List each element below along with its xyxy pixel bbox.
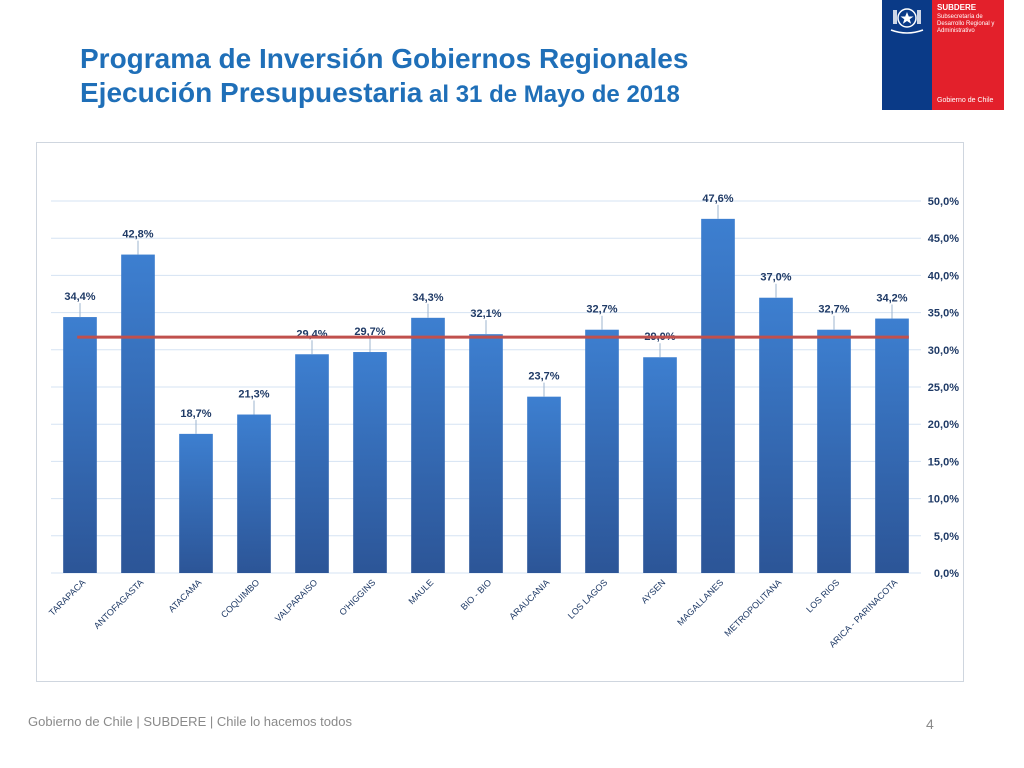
y-tick-label: 50,0%: [928, 196, 959, 208]
y-tick-label: 10,0%: [928, 494, 959, 506]
chart-frame: 0,0% 5,0% 10,0% 15,0% 20,0% 25,0% 30,0% 35,0% 40…: [36, 142, 964, 682]
bar-chart: 0,0% 5,0% 10,0% 15,0% 20,0% 25,0% 30,0% 35,0% 40…: [47, 193, 959, 650]
title-line-2-main: Ejecución Presupuestaria: [80, 77, 423, 108]
bar: [585, 329, 619, 573]
coat-of-arms-icon: [890, 8, 924, 34]
x-tick-label: O'HIGGINS: [337, 577, 377, 617]
y-tick-label: 15,0%: [928, 456, 959, 468]
x-tick-label: ATACAMA: [167, 577, 204, 614]
x-tick-label: COQUIMBO: [219, 577, 261, 619]
x-axis-labels: TARAPACA ANTOFAGASTA ATACAMA COQUIMBO VALPAR…: [47, 577, 899, 649]
title-line-2: Ejecución Presupuestaria al 31 de Mayo d…: [80, 76, 870, 115]
value-labels: 34,4%42,8%18,7%21,3%29,4% 29,7%34,3%32,1%…: [64, 193, 907, 420]
value-label: 42,8%: [122, 229, 153, 241]
value-label: 29,7%: [354, 326, 385, 338]
bar: [875, 318, 909, 573]
subdere-logo: SUBDERE Subsecretaría de Desarrollo Regi…: [882, 0, 1004, 110]
y-tick-label: 30,0%: [928, 345, 959, 357]
y-tick-label: 5,0%: [934, 531, 959, 543]
y-axis-labels: 0,0% 5,0% 10,0% 15,0% 20,0% 25,0% 30,0% 35,0% 40…: [928, 196, 959, 580]
bar: [63, 317, 97, 573]
logo-org-name: SUBDERE: [937, 3, 977, 12]
x-tick-label: TARAPACA: [47, 577, 87, 617]
bar: [411, 317, 445, 573]
y-tick-label: 40,0%: [928, 270, 959, 282]
bar: [295, 354, 329, 573]
x-tick-label: BIO - BIO: [459, 577, 494, 612]
x-tick-label: ARICA - PARINACOTA: [827, 577, 899, 649]
x-tick-label: METROPOLITANA: [722, 577, 783, 638]
bars: [63, 218, 909, 573]
value-label: 32,1%: [470, 308, 501, 320]
bar: [237, 414, 271, 573]
logo-government: Gobierno de Chile: [937, 97, 994, 104]
bar: [121, 254, 155, 573]
x-tick-label: MAGALLANES: [675, 577, 725, 627]
page-number: 4: [926, 716, 934, 732]
x-tick-label: LOS RIOS: [804, 577, 841, 614]
logo-red-panel: SUBDERE Subsecretaría de Desarrollo Regi…: [932, 0, 1004, 110]
bar: [353, 352, 387, 573]
value-label: 34,4%: [64, 291, 95, 303]
x-tick-label: MAULE: [406, 577, 435, 606]
value-label: 34,2%: [876, 293, 907, 305]
x-tick-label: ARAUCANIA: [507, 577, 551, 621]
y-tick-label: 0,0%: [934, 568, 959, 580]
slide-title: Programa de Inversión Gobiernos Regional…: [80, 42, 870, 115]
bar: [643, 357, 677, 573]
bar: [527, 396, 561, 573]
x-tick-label: VALPARAISO: [273, 577, 319, 623]
x-tick-label: LOS LAGOS: [566, 577, 610, 621]
value-label: 34,3%: [412, 292, 443, 304]
y-tick-label: 20,0%: [928, 419, 959, 431]
bar: [759, 297, 793, 573]
y-tick-label: 25,0%: [928, 382, 959, 394]
value-label: 32,7%: [586, 304, 617, 316]
y-tick-label: 45,0%: [928, 233, 959, 245]
logo-subtitle: Subsecretaría de Desarrollo Regional y A…: [937, 14, 995, 34]
value-label: 32,7%: [818, 304, 849, 316]
bar: [817, 329, 851, 573]
value-label: 37,0%: [760, 272, 791, 284]
value-label: 21,3%: [238, 389, 269, 401]
bar: [469, 334, 503, 573]
bar: [179, 433, 213, 573]
title-line-1: Programa de Inversión Gobiernos Regional…: [80, 43, 689, 74]
leader-lines: [79, 204, 893, 434]
logo-blue-panel: [882, 0, 932, 110]
value-label: 47,6%: [702, 193, 733, 205]
title-line-2-rest: al 31 de Mayo de 2018: [422, 81, 680, 108]
bar: [701, 218, 735, 573]
value-label: 18,7%: [180, 408, 211, 420]
value-label: 23,7%: [528, 371, 559, 383]
x-tick-label: AYSEN: [639, 577, 667, 605]
x-tick-label: ANTOFAGASTA: [92, 577, 146, 631]
y-tick-label: 35,0%: [928, 308, 959, 320]
footer-text: Gobierno de Chile | SUBDERE | Chile lo h…: [28, 714, 352, 729]
